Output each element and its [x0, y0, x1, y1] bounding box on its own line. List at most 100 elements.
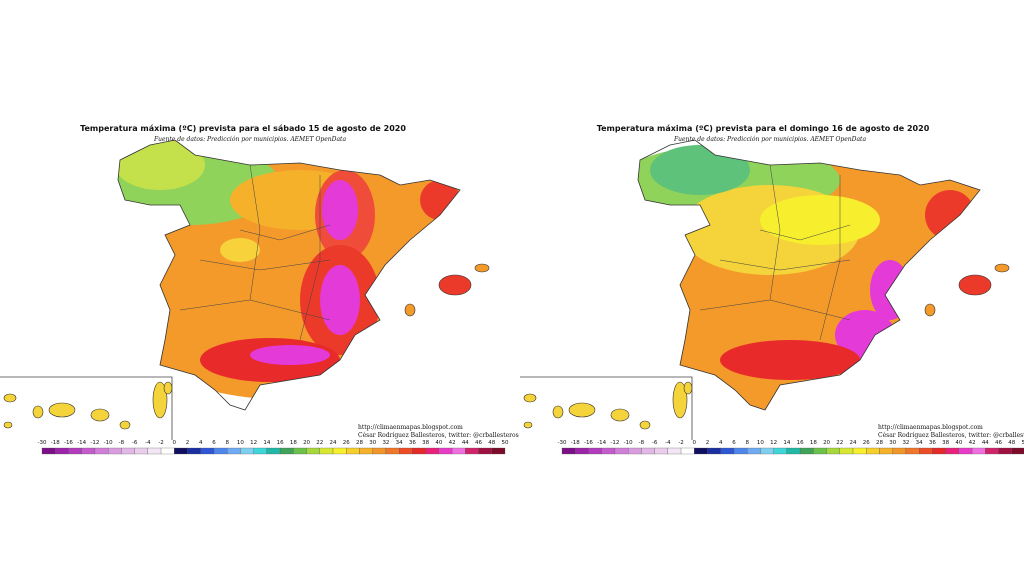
legend-label: 30	[889, 440, 896, 446]
legend-swatch	[853, 448, 866, 454]
legend-label: -10	[104, 440, 113, 446]
legend-label: 6	[212, 440, 216, 446]
temperature-area	[760, 195, 880, 245]
legend-swatch	[840, 448, 853, 454]
map-panel: Temperatura máxima (ºC) prevista para el…	[520, 124, 1024, 454]
legend-swatch	[386, 448, 399, 454]
legend-label: -6	[132, 440, 138, 446]
legend-label: -14	[77, 440, 86, 446]
legend-swatch	[333, 448, 346, 454]
legend-label: 8	[745, 440, 749, 446]
island	[995, 264, 1009, 272]
legend-swatch	[240, 448, 253, 454]
legend-swatch	[188, 448, 201, 454]
legend-label: -2	[158, 440, 163, 446]
legend-swatch	[562, 448, 575, 454]
legend-label: 44	[982, 440, 989, 446]
legend-swatch	[906, 448, 919, 454]
legend-label: 24	[850, 440, 857, 446]
legend-label: 18	[290, 440, 297, 446]
legend-swatch	[641, 448, 654, 454]
legend-label: -8	[639, 440, 645, 446]
legend-swatch	[827, 448, 840, 454]
legend-swatch	[694, 448, 707, 454]
legend-swatch	[174, 448, 187, 454]
temperature-area	[115, 140, 205, 190]
temperature-area	[220, 238, 260, 262]
legend-label: 50	[502, 440, 509, 446]
legend-label: 4	[199, 440, 203, 446]
legend-label: 20	[823, 440, 830, 446]
legend-swatch	[121, 448, 134, 454]
canary-island	[640, 421, 650, 429]
legend-swatch	[452, 448, 465, 454]
temperature-area	[650, 145, 750, 195]
map-fill	[70, 120, 510, 400]
map-title: Temperatura máxima (ºC) prevista para el…	[597, 124, 930, 133]
legend-label: 46	[475, 440, 482, 446]
legend-swatch	[946, 448, 959, 454]
legend-label: 36	[409, 440, 416, 446]
temperature-area	[250, 345, 330, 365]
legend-label: -8	[119, 440, 125, 446]
legend-label: 10	[757, 440, 764, 446]
legend-label: -12	[90, 440, 99, 446]
legend-label: 40	[435, 440, 442, 446]
map-panel: Temperatura máxima (ºC) prevista para el…	[0, 120, 519, 454]
inset-frame	[520, 377, 692, 440]
temperature-area	[420, 180, 460, 220]
legend-swatch	[721, 448, 734, 454]
island	[475, 264, 489, 272]
legend-label: 28	[356, 440, 363, 446]
island	[439, 275, 471, 295]
canary-island	[524, 422, 532, 428]
legend-swatch	[668, 448, 681, 454]
canary-island	[4, 422, 12, 428]
legend-swatch	[1012, 448, 1024, 454]
canary-island	[91, 409, 109, 421]
credit: http://climaenmapas.blogspot.com	[358, 424, 463, 431]
legend-swatch	[135, 448, 148, 454]
legend-label: -16	[64, 440, 73, 446]
legend-swatch	[879, 448, 892, 454]
legend-label: 44	[462, 440, 469, 446]
canary-island	[684, 382, 692, 394]
legend-label: 20	[303, 440, 310, 446]
legend-swatch	[747, 448, 760, 454]
island	[959, 275, 991, 295]
legend-label: -18	[51, 440, 60, 446]
legend-label: 2	[186, 440, 190, 446]
legend-label: 12	[770, 440, 777, 446]
legend-swatch	[214, 448, 227, 454]
temperature-area	[320, 265, 360, 335]
legend-swatch	[813, 448, 826, 454]
map-fill	[590, 140, 1024, 420]
map-source: Fuente de datos: Predicción por municipi…	[153, 136, 347, 143]
legend-swatch	[307, 448, 320, 454]
legend-label: 28	[876, 440, 883, 446]
map-title: Temperatura máxima (ºC) prevista para el…	[80, 124, 406, 133]
legend-label: -30	[38, 440, 47, 446]
legend-swatch	[359, 448, 372, 454]
canary-island	[524, 394, 536, 402]
temperature-area	[870, 260, 910, 320]
legend-label: 14	[783, 440, 790, 446]
canary-island	[611, 409, 629, 421]
legend-label: 6	[732, 440, 736, 446]
legend-swatch	[68, 448, 81, 454]
legend-label: 0	[173, 440, 177, 446]
canary-island	[4, 394, 16, 402]
legend-swatch	[320, 448, 333, 454]
legend-swatch	[932, 448, 945, 454]
canary-island	[33, 406, 43, 418]
inset-frame	[0, 377, 172, 440]
credit: César Rodríguez Ballesteros, twitter: @c…	[878, 432, 1024, 439]
legend-label: 40	[955, 440, 962, 446]
legend-label: 16	[797, 440, 804, 446]
legend-swatch	[201, 448, 214, 454]
legend-label: -2	[678, 440, 683, 446]
legend-label: 24	[330, 440, 337, 446]
canary-island	[49, 403, 75, 417]
legend-label: -6	[652, 440, 658, 446]
